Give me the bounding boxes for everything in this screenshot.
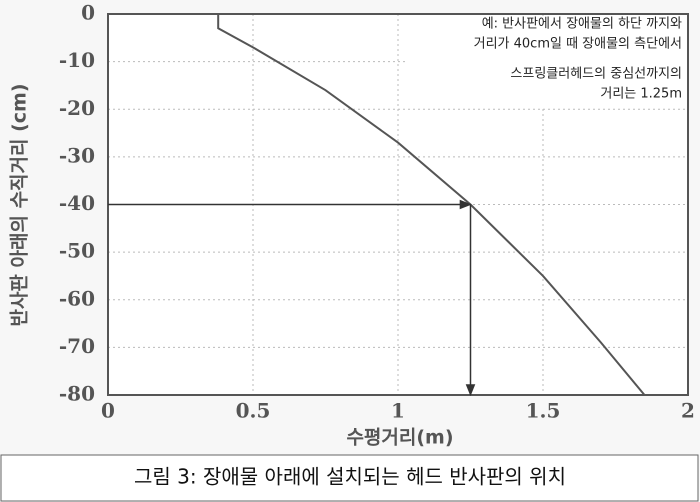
y-tick-label: -20 [59, 96, 95, 120]
x-tick-label: 1 [391, 399, 405, 423]
annotation: 스프링클러헤드의 중심선까지의 [510, 67, 682, 82]
x-tick-label: 0.5 [236, 399, 271, 423]
y-axis-label: 반사판 아래의 수직거리 (cm) [9, 83, 31, 326]
y-tick-label: -50 [59, 239, 95, 263]
annotation-box [408, 16, 686, 106]
caption-box [0, 454, 699, 502]
y-tick-label: -30 [59, 143, 95, 167]
y-tick-label: -60 [59, 286, 95, 310]
y-tick-label: -80 [59, 382, 95, 406]
x-tick-label: 0 [101, 399, 115, 423]
y-tick-label: -70 [59, 334, 95, 358]
annotation: 예: 반사판에서 장애물의 하단 까지와 [482, 17, 682, 32]
x-tick-label: 1.5 [526, 399, 561, 423]
x-axis-label: 수평거리(m) [346, 427, 453, 449]
x-tick-label: 2 [681, 399, 695, 423]
y-tick-label: -10 [59, 48, 95, 72]
annotation: 거리가 40cm일 때 장애물의 측단에서 [474, 37, 682, 52]
y-tick-label: -40 [59, 191, 95, 215]
y-tick-label: 0 [81, 1, 95, 25]
data-line [217, 14, 646, 396]
caption: 그림 3: 장애물 아래에 설치되는 헤드 반사판의 위치 [134, 465, 566, 489]
annotation: 거리는 1.25m [600, 87, 682, 102]
